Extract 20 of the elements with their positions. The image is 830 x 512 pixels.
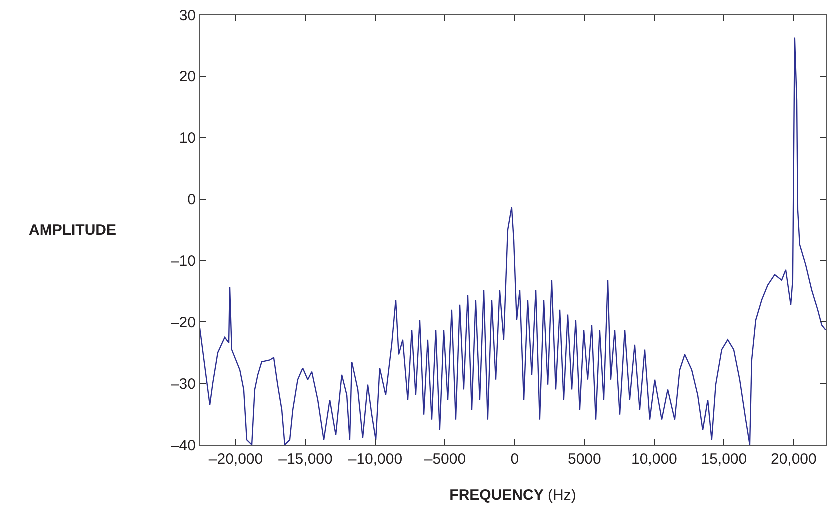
line-series (200, 37, 826, 445)
y-axis-title: AMPLITUDE (29, 222, 116, 239)
x-tick-label: 5000 (568, 451, 602, 468)
x-tick-label: 20,000 (770, 451, 817, 468)
y-tick-label: –10 (170, 252, 196, 270)
x-tick-label: 0 (510, 451, 520, 468)
y-tick-label: 0 (188, 192, 196, 209)
y-tick-label: –40 (170, 437, 196, 454)
x-tick-label: –20,000 (208, 451, 264, 468)
x-tick-label: 10,000 (631, 451, 678, 468)
y-tick-label: –20 (170, 314, 196, 332)
x-tick-label: –10,000 (348, 451, 403, 468)
x-tick-label: –15,000 (278, 451, 333, 468)
x-axis-title: FREQUENCY (Hz) (450, 487, 576, 504)
y-tick-label: 10 (179, 130, 196, 148)
y-tick-label: 20 (179, 68, 196, 86)
y-tick-label: 30 (179, 7, 196, 24)
y-tick-label: –30 (170, 376, 196, 393)
x-tick-label: –5000 (424, 451, 466, 468)
x-tick-label: 15,000 (701, 451, 748, 468)
